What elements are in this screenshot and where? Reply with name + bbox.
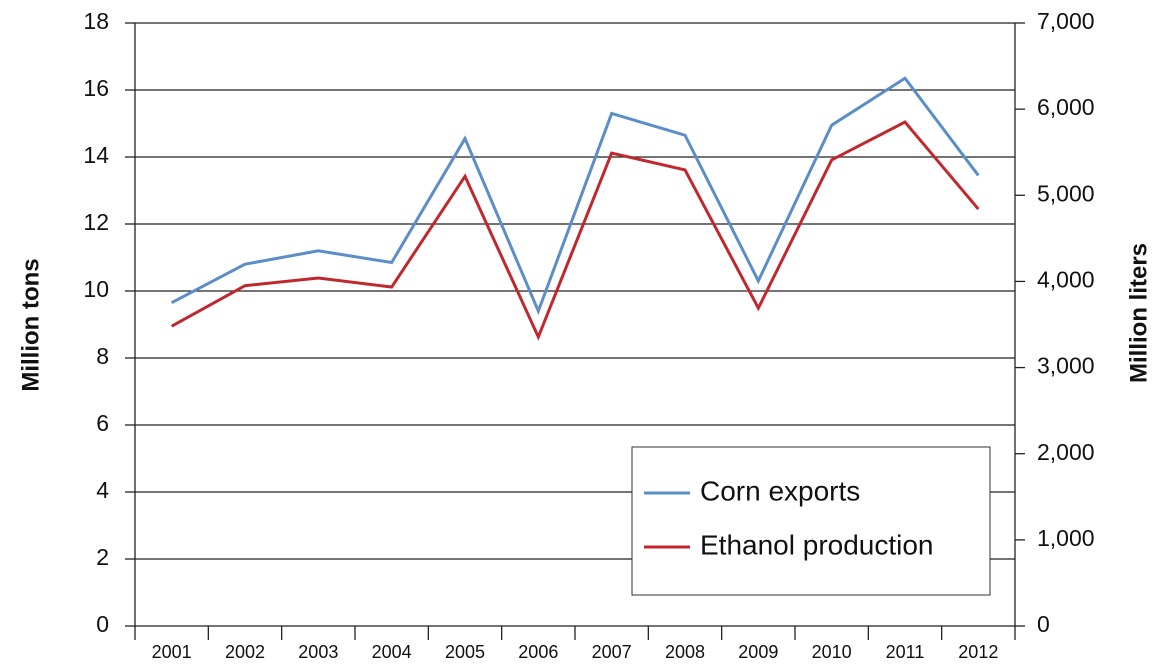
x-tick-label: 2001 [152, 642, 192, 662]
y2-tick-label: 1,000 [1037, 525, 1095, 551]
y-tick-label: 0 [96, 611, 109, 637]
x-tick-label: 2003 [298, 642, 338, 662]
x-tick-label: 2012 [958, 642, 998, 662]
y-tick-label: 10 [83, 276, 109, 302]
y2-tick-label: 7,000 [1037, 8, 1095, 34]
y2-tick-label: 0 [1037, 611, 1050, 637]
x-tick-label: 2009 [738, 642, 778, 662]
y2-tick-label: 2,000 [1037, 439, 1095, 465]
y2-tick-label: 4,000 [1037, 267, 1095, 293]
legend-label: Ethanol production [700, 529, 934, 560]
legend-box [631, 446, 991, 596]
x-tick-label: 2006 [518, 642, 558, 662]
y2-axis-label: Million liters [1125, 243, 1152, 383]
series-line [170, 76, 980, 316]
legend-label: Corn exports [700, 475, 860, 506]
y-tick-label: 4 [96, 477, 109, 503]
y2-tick-label: 6,000 [1037, 94, 1095, 120]
y-tick-label: 14 [83, 142, 109, 168]
x-tick-label: 2008 [665, 642, 705, 662]
x-tick-label: 2010 [812, 642, 852, 662]
x-tick-label: 2011 [886, 642, 925, 662]
x-tick-label: 2002 [225, 642, 265, 662]
y-tick-label: 18 [83, 8, 109, 34]
y-tick-label: 12 [83, 209, 109, 235]
y-tick-label: 2 [96, 544, 109, 570]
series-line [170, 120, 980, 341]
y-tick-label: 6 [96, 410, 109, 436]
y2-tick-label: 3,000 [1037, 353, 1095, 379]
y-tick-label: 8 [96, 343, 109, 369]
x-tick-label: 2005 [445, 642, 485, 662]
x-tick-label: 2007 [592, 642, 632, 662]
y-axis-label: Million tons [17, 258, 44, 391]
x-tick-label: 2004 [372, 642, 412, 662]
y-tick-label: 16 [83, 75, 109, 101]
y2-tick-label: 5,000 [1037, 180, 1095, 206]
